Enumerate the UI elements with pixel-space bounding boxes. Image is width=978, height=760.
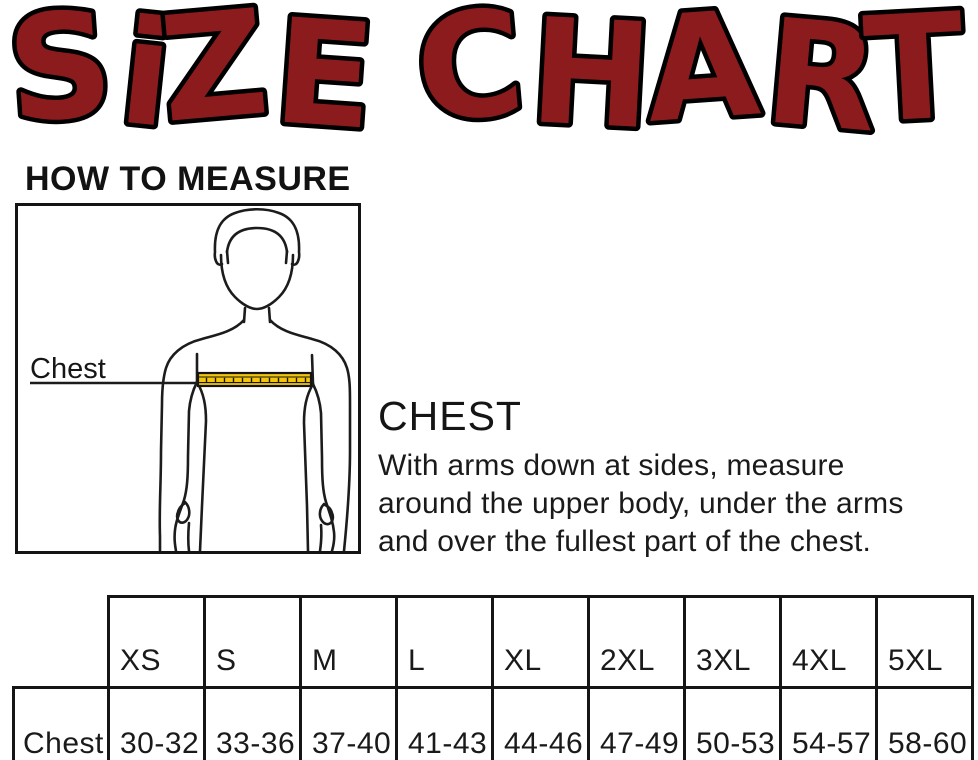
- chest-value-4xl: 54-57: [779, 686, 878, 760]
- chest-value-xl: 44-46: [491, 686, 590, 760]
- table-corner-cell: [14, 597, 109, 688]
- size-header-3xl: 3XL: [683, 595, 782, 689]
- page-title: SiZE CHART: [2, 0, 968, 152]
- chest-section-heading: CHEST: [378, 393, 522, 439]
- chest-value-m: 37-40: [299, 686, 398, 760]
- chest-value-s: 33-36: [203, 686, 302, 760]
- instructions-line-1: With arms down at sides, measure: [378, 449, 845, 482]
- size-header-xs: XS: [107, 595, 206, 689]
- tape-tick-marks: [205, 377, 307, 382]
- instructions-line-2: around the upper body, under the arms: [378, 487, 904, 520]
- chest-value-2xl: 47-49: [587, 686, 686, 760]
- size-header-m: M: [299, 595, 398, 689]
- size-table: XS S M L XL 2XL 3XL 4XL 5XL Chest 30-32 …: [12, 595, 974, 760]
- how-to-measure-heading: HOW TO MEASURE: [25, 160, 351, 198]
- chest-value-5xl: 58-60: [875, 686, 974, 760]
- size-chart-title-banner: SiZE CHART: [0, 0, 973, 152]
- chest-row-label: Chest: [12, 686, 110, 760]
- instructions-line-3: and over the fullest part of the chest.: [378, 525, 872, 558]
- chest-value-l: 41-43: [395, 686, 494, 760]
- torso-figure-illustration: Chest: [30, 207, 352, 551]
- torso-figure-outline: [158, 207, 352, 551]
- size-header-row: XS S M L XL 2XL 3XL 4XL 5XL: [14, 595, 974, 689]
- size-header-l: L: [395, 595, 494, 689]
- tape-measure-icon: [196, 371, 313, 388]
- chest-diagram-label: Chest: [30, 353, 106, 385]
- chest-measurements-row: Chest 30-32 33-36 37-40 41-43 44-46 47-4…: [12, 686, 974, 760]
- size-header-4xl: 4XL: [779, 595, 878, 689]
- chest-value-3xl: 50-53: [683, 686, 782, 760]
- size-header-s: S: [203, 595, 302, 689]
- size-header-xl: XL: [491, 595, 590, 689]
- size-header-5xl: 5XL: [875, 595, 974, 689]
- chest-value-xs: 30-32: [107, 686, 206, 760]
- chest-instructions-text: With arms down at sides, measure around …: [378, 447, 904, 561]
- size-header-2xl: 2XL: [587, 595, 686, 689]
- measurement-diagram-box: Chest: [15, 203, 361, 554]
